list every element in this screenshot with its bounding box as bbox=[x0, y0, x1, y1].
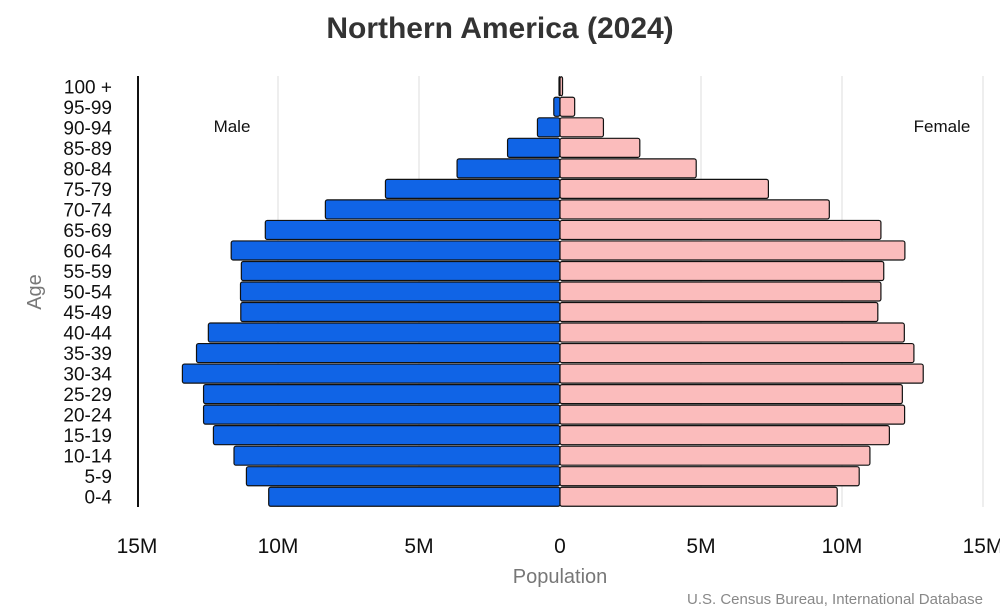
female-bar bbox=[559, 199, 830, 220]
y-tick-labels: 0-45-910-1415-1920-2425-2930-3435-3940-4… bbox=[63, 77, 112, 508]
x-tick-label: 5M bbox=[404, 535, 433, 558]
female-bar bbox=[559, 301, 879, 323]
female-bar bbox=[559, 281, 882, 302]
female-bar bbox=[559, 76, 564, 97]
x-tick-labels: 15M 10M 5M 0 5M 10M 15M bbox=[117, 535, 1000, 558]
female-bar bbox=[559, 384, 903, 405]
y-axis-title: Age bbox=[24, 274, 46, 310]
female-bar bbox=[559, 322, 905, 343]
male-bar bbox=[384, 178, 561, 199]
male-bar bbox=[202, 384, 561, 405]
y-tick-label: 50-54 bbox=[63, 283, 112, 304]
y-tick-label: 70-74 bbox=[63, 200, 112, 221]
source-note: U.S. Census Bureau, International Databa… bbox=[687, 591, 983, 608]
y-tick-label: 40-44 bbox=[63, 324, 112, 345]
female-bar bbox=[559, 445, 871, 466]
male-bar bbox=[245, 466, 561, 487]
female-bar bbox=[559, 342, 915, 364]
y-tick-label: 15-19 bbox=[63, 426, 112, 447]
y-tick-label: 0-4 bbox=[85, 488, 113, 509]
female-label: Female bbox=[914, 117, 971, 136]
female-bar bbox=[559, 486, 838, 507]
chart-title: Northern America (2024) bbox=[326, 12, 674, 45]
x-tick-label: 0 bbox=[554, 535, 566, 558]
y-tick-label: 60-64 bbox=[63, 241, 112, 262]
x-axis-title: Population bbox=[513, 566, 608, 588]
female-bar bbox=[559, 240, 906, 261]
male-bar bbox=[239, 281, 561, 302]
female-bar bbox=[559, 219, 882, 241]
female-bar bbox=[559, 158, 697, 179]
y-tick-label: 45-49 bbox=[63, 303, 112, 324]
y-tick-label: 100 + bbox=[64, 77, 112, 98]
female-bar bbox=[559, 178, 769, 199]
x-tick-label: 5M bbox=[686, 535, 715, 558]
male-bar bbox=[202, 404, 561, 425]
female-bar bbox=[559, 117, 605, 138]
male-bar bbox=[240, 301, 561, 323]
y-tick-label: 75-79 bbox=[63, 180, 112, 201]
male-bar bbox=[240, 260, 561, 282]
female-bar bbox=[559, 363, 924, 384]
male-bar bbox=[195, 342, 561, 364]
y-tick-label: 85-89 bbox=[63, 139, 112, 160]
y-tick-label: 65-69 bbox=[63, 221, 112, 242]
y-tick-label: 80-84 bbox=[63, 159, 112, 180]
y-tick-label: 30-34 bbox=[63, 365, 112, 386]
y-tick-label: 25-29 bbox=[63, 385, 112, 406]
male-bar bbox=[212, 425, 561, 446]
male-bar bbox=[506, 137, 561, 158]
male-bar bbox=[233, 445, 561, 466]
y-tick-label: 90-94 bbox=[63, 118, 112, 139]
female-bar bbox=[559, 425, 890, 446]
male-bar bbox=[207, 322, 561, 343]
male-bar bbox=[268, 486, 561, 507]
y-tick-label: 10-14 bbox=[63, 447, 112, 468]
male-bar bbox=[553, 96, 561, 117]
male-bar bbox=[230, 240, 561, 261]
female-bar bbox=[559, 466, 860, 487]
male-label: Male bbox=[214, 117, 251, 136]
male-bar bbox=[536, 117, 561, 138]
x-tick-label: 10M bbox=[822, 535, 863, 558]
y-tick-label: 5-9 bbox=[85, 467, 112, 488]
y-tick-label: 35-39 bbox=[63, 344, 112, 365]
y-tick-label: 95-99 bbox=[63, 98, 112, 119]
female-bar bbox=[559, 404, 906, 425]
x-tick-label: 10M bbox=[258, 535, 299, 558]
male-bar bbox=[324, 199, 561, 220]
female-bar bbox=[559, 260, 885, 282]
x-tick-label: 15M bbox=[963, 535, 1000, 558]
bars bbox=[181, 76, 924, 507]
male-bar bbox=[264, 219, 561, 241]
y-tick-label: 20-24 bbox=[63, 406, 112, 427]
male-bar bbox=[181, 363, 561, 384]
female-bar bbox=[559, 137, 641, 158]
y-tick-label: 55-59 bbox=[63, 262, 112, 283]
male-bar bbox=[456, 158, 561, 179]
female-bar bbox=[559, 96, 576, 117]
x-tick-label: 15M bbox=[117, 535, 158, 558]
